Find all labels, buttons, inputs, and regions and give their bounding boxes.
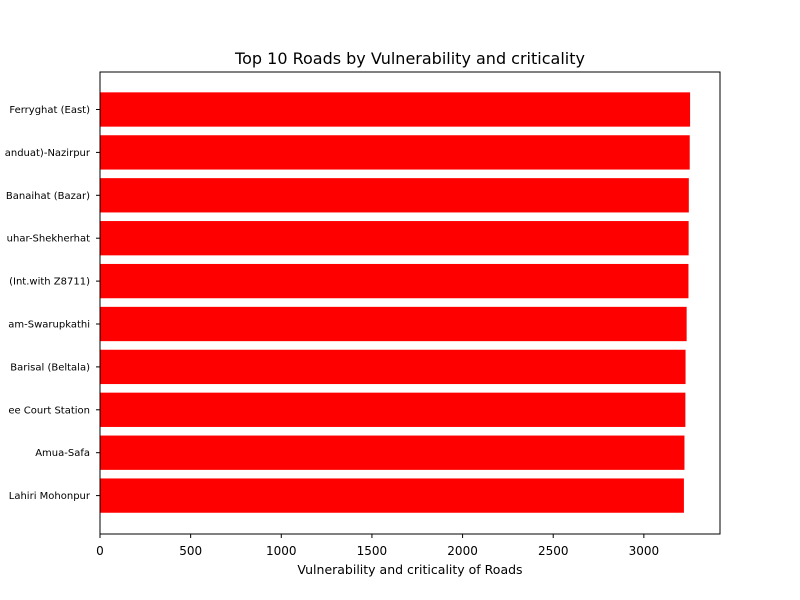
y-tick-label-1: anduat)-Nazirpur [5, 148, 91, 159]
bar-5 [100, 306, 687, 342]
bar-7 [100, 392, 686, 427]
y-tick-label-5: am-Swarupkathi [8, 320, 90, 331]
y-tick-label-9: Lahiri Mohonpur [9, 491, 91, 502]
bar-4 [100, 263, 689, 299]
bars-group [100, 92, 691, 513]
y-tick-label-0: Ferryghat (East) [9, 105, 90, 116]
x-tick-label-0: 0 [96, 544, 104, 558]
y-tick-label-3: uhar-Shekherhat [7, 234, 90, 245]
y-axis-ticks: Ferryghat (East) anduat)-Nazirpur Banaihat… [5, 105, 100, 502]
y-tick-label-2: Banaihat (Bazar) [6, 191, 90, 202]
bar-9 [100, 478, 684, 513]
bar-6 [100, 349, 686, 385]
y-tick-label-6: Barisal (Beltala) [10, 362, 90, 373]
bar-0 [100, 92, 691, 127]
plot-frame [99, 71, 721, 535]
y-tick-label-7: ee Court Station [8, 405, 90, 416]
x-tick-label-4: 2000 [447, 544, 478, 558]
bar-8 [100, 435, 685, 470]
x-tick-label-6: 3000 [629, 544, 660, 558]
bar-3 [100, 221, 689, 256]
y-tick-label-4: (Int.with Z8711) [9, 277, 90, 288]
x-axis-label: Vulnerability and criticality of Roads [297, 562, 522, 577]
x-tick-label-1: 500 [179, 544, 202, 558]
bar-1 [100, 135, 690, 170]
x-tick-label-3: 1500 [357, 544, 388, 558]
chart-title: Top 10 Roads by Vulnerability and critic… [234, 49, 585, 68]
bar-2 [100, 178, 689, 213]
x-tick-label-2: 1000 [266, 544, 297, 558]
x-tick-label-5: 2500 [538, 544, 569, 558]
y-tick-label-8: Amua-Safa [35, 448, 90, 459]
x-axis-ticks: 0 500 1000 1500 2000 2500 3000 [96, 534, 659, 558]
